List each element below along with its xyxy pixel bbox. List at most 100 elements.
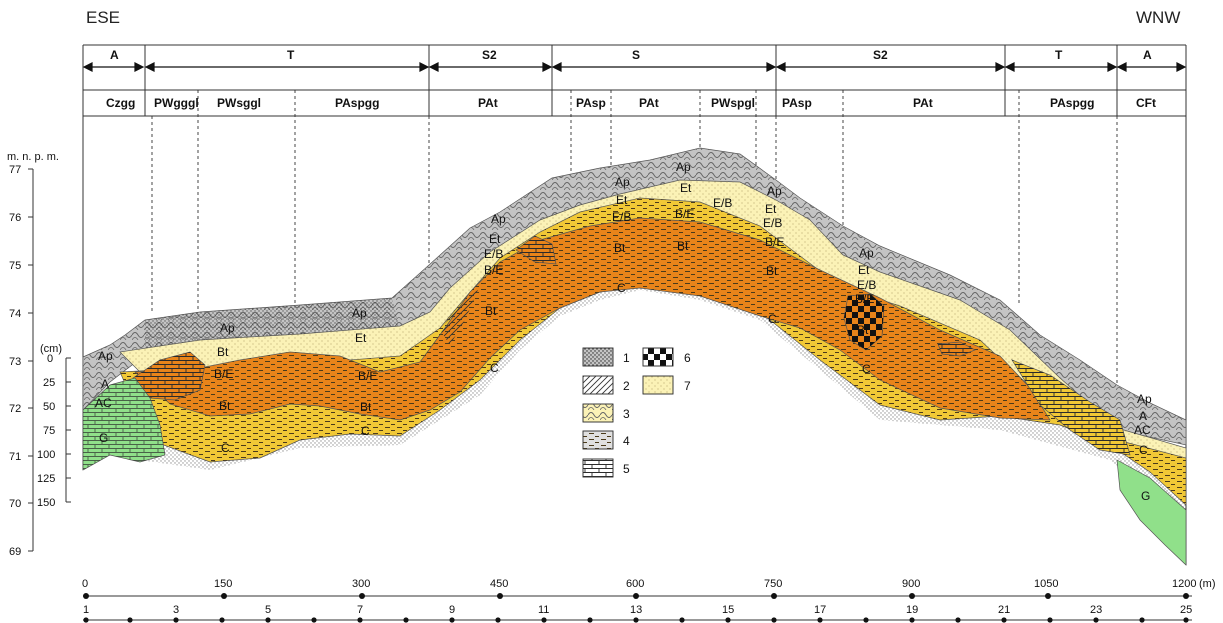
legend-label: 1: [623, 351, 630, 365]
hatched-strip: [440, 290, 478, 345]
horizon-labels: Ap A AC G Ap Bt B/E Bt C Ap Et B/E Bt C …: [95, 160, 1152, 503]
profile-number: 21: [998, 604, 1010, 616]
profile-number: 9: [449, 604, 455, 616]
orientation-right-label: WNW: [1136, 8, 1180, 27]
elevation-tick: 70: [9, 498, 21, 510]
soil-unit-label: PWspgl: [711, 96, 755, 110]
horizon-label: Ap: [352, 306, 367, 320]
soil-unit-label: PAsp: [782, 96, 812, 110]
depth-tick: 0: [47, 353, 53, 365]
depth-tick: 50: [43, 401, 55, 413]
gley-layer-right: [1116, 459, 1187, 566]
legend-label: 3: [623, 407, 630, 421]
horizon-label: Et: [616, 193, 628, 207]
horizon-label: B/E: [675, 207, 694, 221]
legend-label: 5: [623, 462, 630, 476]
depth-tick: 75: [43, 425, 55, 437]
horizon-label: C: [862, 362, 871, 376]
horizon-label: C: [617, 281, 626, 295]
elevation-tick: 76: [9, 212, 21, 224]
soil-unit-labels: Czgg PWgggl PWsggl PAspgg PAt PAsp PAt P…: [106, 96, 1156, 110]
soil-layers: [82, 147, 1187, 566]
profile-number: 11: [538, 604, 549, 616]
soil-unit-label: PAt: [478, 96, 498, 110]
profile-number: 25: [1180, 604, 1192, 616]
elevation-tick: 74: [9, 308, 21, 320]
horizon-label: G: [99, 431, 108, 445]
elevation-tick: 73: [9, 356, 21, 368]
header-frame: [82, 44, 1187, 565]
soil-unit-label: PAt: [913, 96, 933, 110]
soil-unit-label: CFt: [1136, 96, 1156, 110]
profile-number: 3: [173, 604, 179, 616]
distance-tick: 1050: [1034, 578, 1058, 590]
profile-number: 19: [906, 604, 918, 616]
soil-unit-label: Czgg: [106, 96, 135, 110]
segment-label: T: [287, 48, 295, 62]
legend-item: [582, 347, 674, 478]
depth-tick: 150: [37, 497, 55, 509]
horizon-label: Ap: [767, 184, 782, 198]
segment-label: S2: [873, 48, 888, 62]
horizon-label: B/E: [484, 263, 503, 277]
horizon-label: C: [768, 312, 777, 326]
horizon-label: Bt: [217, 345, 229, 359]
distance-tick: 150: [214, 578, 232, 590]
profile-number: 7: [357, 604, 363, 616]
orientation-left-label: ESE: [86, 8, 120, 27]
distance-tick: 450: [490, 578, 508, 590]
horizon-label: AC: [95, 396, 112, 410]
legend-label: 4: [623, 434, 630, 448]
depth-tick: 25: [43, 377, 55, 389]
profile-number: 17: [814, 604, 826, 616]
depth-tick: 125: [37, 473, 55, 485]
segment-label: S: [632, 48, 640, 62]
horizon-label: E/B: [612, 210, 631, 224]
horizon-label: Bt: [485, 304, 497, 318]
horizon-label: E/B: [484, 247, 503, 261]
soil-unit-label: PWsggl: [217, 96, 261, 110]
segment-arrows: [82, 62, 1187, 72]
profile-number: 1: [83, 604, 89, 616]
distance-tick: 1200: [1172, 578, 1196, 590]
soil-unit-label: PAsp: [576, 96, 606, 110]
horizon-label: B/E: [855, 292, 874, 306]
distance-unit: (m): [1199, 578, 1216, 590]
horizon-label: E/B: [713, 196, 732, 210]
horizon-label: C: [1139, 443, 1148, 457]
horizon-label: Ap: [1137, 392, 1152, 406]
profile-number: 5: [265, 604, 271, 616]
horizon-label: A: [1139, 409, 1147, 423]
distance-tick: 0: [82, 578, 88, 590]
legend: 1 2 3 4 5 6 7: [582, 347, 691, 478]
depth-axis: (cm) 0 25 50 75 100 125 150: [37, 343, 71, 509]
distance-tick: 300: [352, 578, 370, 590]
profile-number: 23: [1090, 604, 1102, 616]
horizon-label: Ap: [491, 212, 506, 226]
segment-labels: A T S2 S S2 T A: [110, 48, 1152, 62]
horizon-label: E/B: [763, 216, 782, 230]
horizon-label: Et: [765, 202, 777, 216]
distance-tick: 750: [764, 578, 782, 590]
elevation-tick: 75: [9, 260, 21, 272]
elevation-axis-title: m. n. p. m.: [7, 151, 59, 163]
horizon-label: Et: [489, 232, 501, 246]
profile-number: 13: [630, 604, 642, 616]
horizon-label: Bt: [677, 239, 689, 253]
horizon-label: B/E: [358, 369, 377, 383]
horizon-label: G: [1141, 489, 1150, 503]
legend-label: 2: [623, 379, 630, 393]
horizon-label: Ap: [859, 246, 874, 260]
depth-tick: 100: [37, 449, 55, 461]
segment-label: A: [110, 48, 119, 62]
horizon-label: E/B: [857, 278, 876, 292]
profile-number: 15: [722, 604, 734, 616]
segment-label: T: [1055, 48, 1063, 62]
elevation-tick: 77: [9, 164, 21, 176]
horizon-label: AC: [1134, 423, 1151, 437]
horizon-label: Bt: [219, 399, 231, 413]
elevation-tick: 71: [9, 451, 21, 463]
horizon-label: Ap: [615, 175, 630, 189]
unit-boundaries: [151, 90, 1118, 394]
